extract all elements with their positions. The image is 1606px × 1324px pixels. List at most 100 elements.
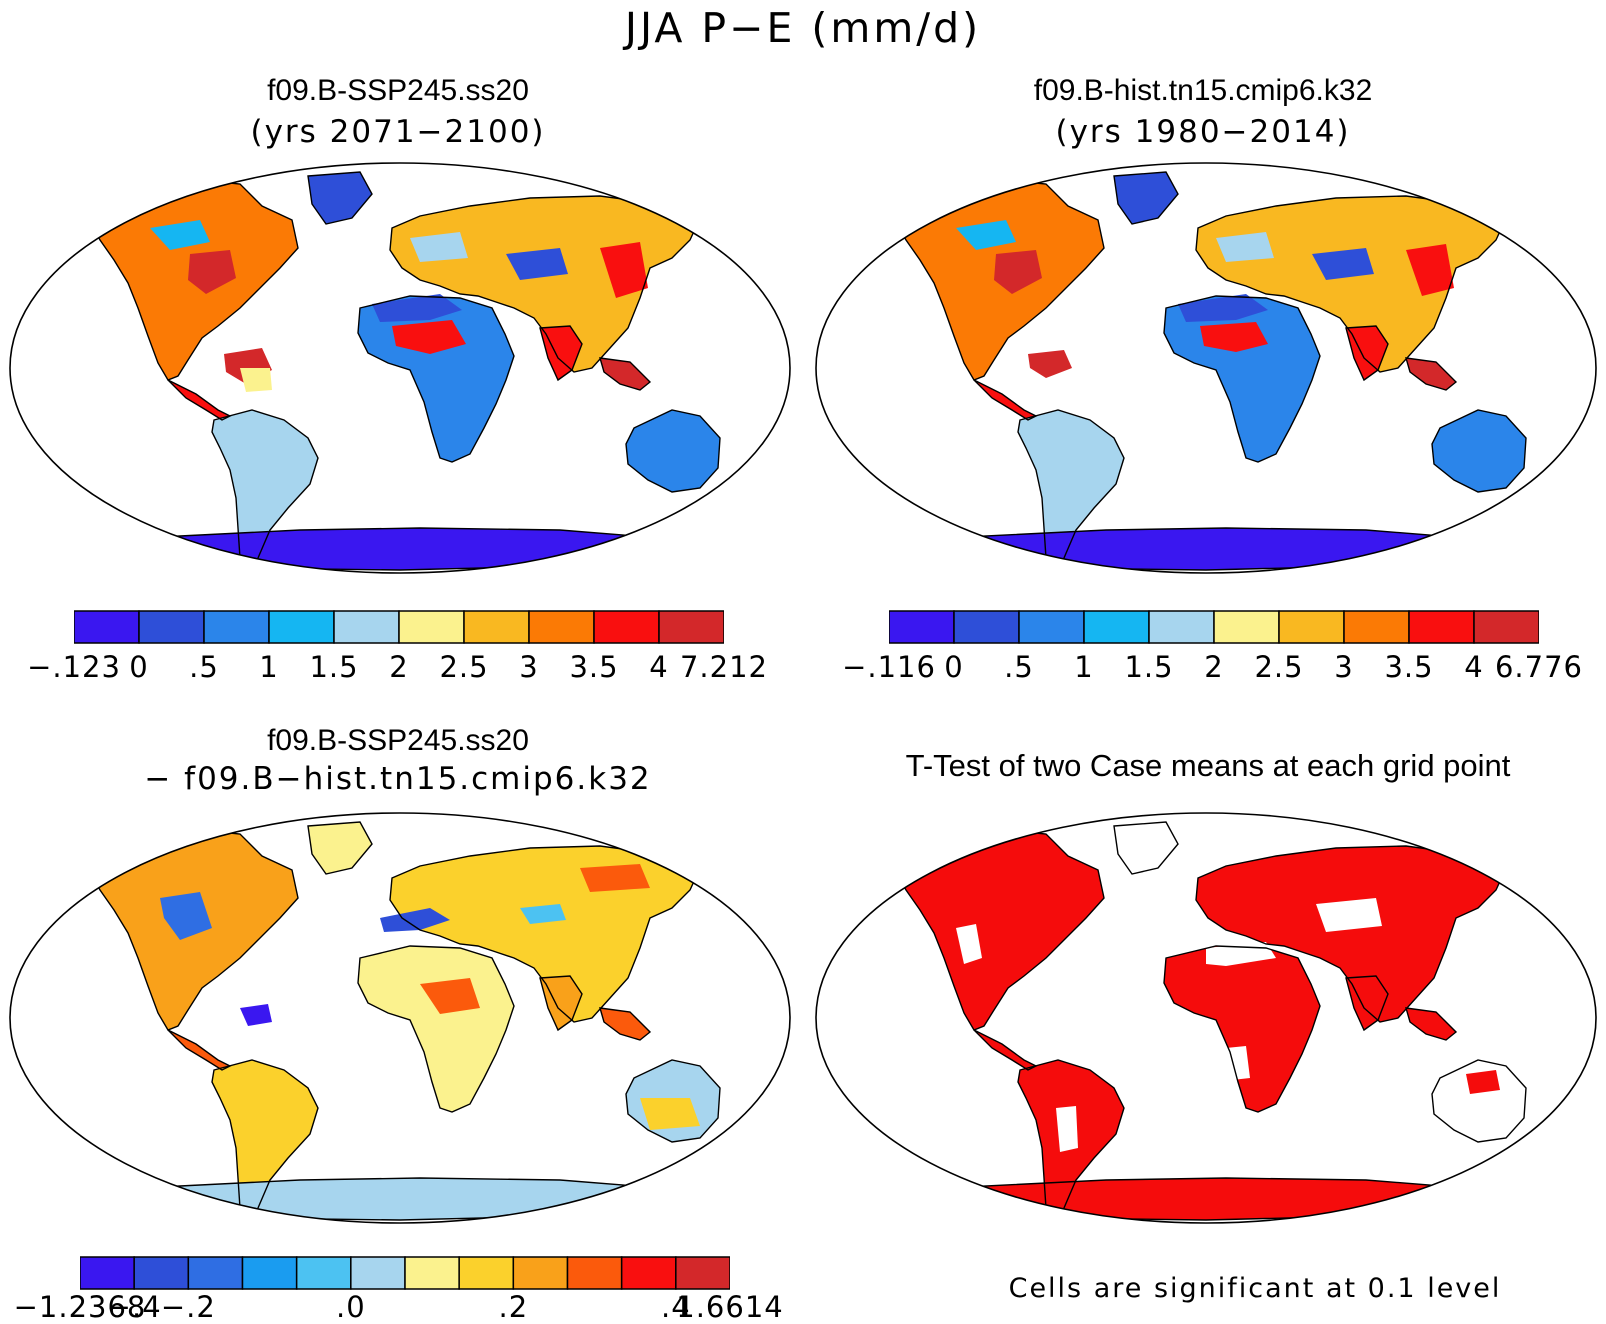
panel-2-subtitle: (yrs 1980−2014)	[1055, 114, 1351, 150]
map-border	[815, 162, 1597, 574]
colorbar-tick-label: 0	[129, 650, 149, 684]
colorbar-swatch	[1408, 610, 1475, 644]
colorbar-swatch	[350, 1256, 406, 1290]
coastline	[167, 379, 232, 421]
field-patch	[420, 978, 480, 1014]
colorbar-swatch	[1148, 610, 1215, 644]
colorbar-swatch	[268, 610, 335, 644]
colorbar-tick-label: 1	[259, 650, 279, 684]
panel-2-colorbar-labels: −.116 0 .5 1 1.5 2 2.5 3 3.5 4 6.776	[842, 650, 1582, 690]
map-border	[815, 812, 1597, 1224]
colorbar-swatch	[1343, 610, 1410, 644]
field-patch	[994, 250, 1042, 294]
coastline	[211, 409, 319, 573]
colorbar-tick-label: 4	[649, 650, 669, 684]
landmass-seasia	[1406, 1008, 1456, 1040]
field-patch	[410, 232, 468, 262]
field-patch	[160, 892, 212, 940]
landmass-india	[540, 326, 582, 380]
field-patch	[640, 1098, 700, 1130]
landmass-australia	[626, 410, 720, 492]
coastline	[599, 357, 652, 391]
field-patch	[372, 294, 462, 322]
panel-3-subtitle: − f09.B−hist.tn15.cmip6.k32	[144, 761, 652, 797]
panel-2-colorbar	[889, 610, 1539, 644]
landmass-australia	[1432, 410, 1526, 492]
panel-3-title: f09.B-SSP245.ss20	[267, 724, 529, 757]
coastline	[1017, 1059, 1125, 1223]
colorbar-swatch	[398, 610, 465, 644]
landmass-greenland	[308, 822, 372, 874]
landmass-seasia	[600, 358, 650, 390]
landmass-antarctica	[946, 528, 1466, 570]
colorbar-swatch	[889, 610, 955, 644]
colorbar-swatch	[1213, 610, 1280, 644]
field-patch	[580, 864, 650, 892]
colorbar-swatch	[658, 610, 724, 644]
coastline	[167, 1029, 232, 1071]
coastline	[1017, 409, 1125, 573]
field-patch	[188, 250, 236, 294]
colorbar-tick-label: 3	[519, 650, 539, 684]
colorbar-tick-label: .4	[660, 1290, 691, 1324]
field-patch	[1316, 898, 1382, 932]
colorbar-tick-label: −1.2368	[13, 1290, 147, 1324]
coastline	[357, 295, 515, 463]
landmass-camerica	[168, 380, 230, 420]
figure-title: JJA P−E (mm/d)	[624, 4, 982, 52]
coastline	[625, 1059, 721, 1143]
colorbar-swatch	[1018, 610, 1085, 644]
landmass-camerica	[974, 380, 1036, 420]
colorbar-tick-label: 2	[1204, 650, 1224, 684]
colorbar-tick-label: 3.5	[1384, 650, 1434, 684]
field-patch	[956, 220, 1016, 250]
field-patch	[240, 1004, 272, 1026]
panel-1-title: f09.B-SSP245.ss20	[267, 74, 529, 107]
colorbar-tick-label: 2	[389, 650, 409, 684]
landmass-greenland	[1114, 172, 1178, 224]
landmass-india	[1346, 976, 1388, 1030]
landmass-eurasia	[1196, 846, 1506, 1022]
colorbar-swatch	[203, 610, 270, 644]
colorbar-tick-label: .5	[189, 650, 219, 684]
landmass-greenland	[308, 172, 372, 224]
field-patch	[380, 908, 450, 932]
colorbar-swatch	[1278, 610, 1345, 644]
field-patch	[1178, 294, 1268, 322]
coastline	[1113, 171, 1179, 225]
colorbar-swatch	[138, 610, 205, 644]
colorbar-tick-label: −.116	[842, 650, 936, 684]
coastline	[973, 379, 1038, 421]
coastline	[539, 325, 583, 382]
colorbar-tick-label: 7.212	[679, 650, 769, 684]
field-patch	[1216, 232, 1274, 262]
colorbar-swatch	[1083, 610, 1150, 644]
landmass-eurasia	[390, 846, 700, 1022]
coastline	[1163, 945, 1321, 1113]
coastline	[1345, 975, 1389, 1032]
coastline	[211, 1059, 319, 1223]
panel-1-map	[9, 162, 791, 574]
coastline	[895, 829, 1105, 1031]
panel-3-colorbar-labels: −1.2368 −.4 −.2 .0 .2 .4 1.6614	[14, 1290, 783, 1324]
colorbar-swatch	[404, 1256, 460, 1290]
coastline	[895, 179, 1105, 381]
field-patch	[392, 320, 466, 354]
coastline	[1345, 325, 1389, 382]
field-patch	[1200, 322, 1268, 352]
colorbar-tick-label: 2.5	[1254, 650, 1304, 684]
coastline	[1431, 1059, 1527, 1143]
coastline	[1113, 821, 1179, 875]
field-patch	[600, 242, 648, 298]
coastline	[1405, 357, 1458, 391]
coastline	[539, 975, 583, 1032]
colorbar-swatch	[593, 610, 660, 644]
coastline	[599, 1007, 652, 1041]
significance-note: Cells are significant at 0.1 level	[1008, 1273, 1502, 1304]
field-patch	[520, 904, 566, 924]
colorbar-tick-label: −.4	[106, 1290, 162, 1324]
landmass-antarctica	[946, 1178, 1466, 1220]
colorbar-tick-label: 1.6614	[676, 1290, 784, 1324]
panel-2-map	[815, 162, 1597, 574]
colorbar-swatch	[675, 1256, 730, 1290]
